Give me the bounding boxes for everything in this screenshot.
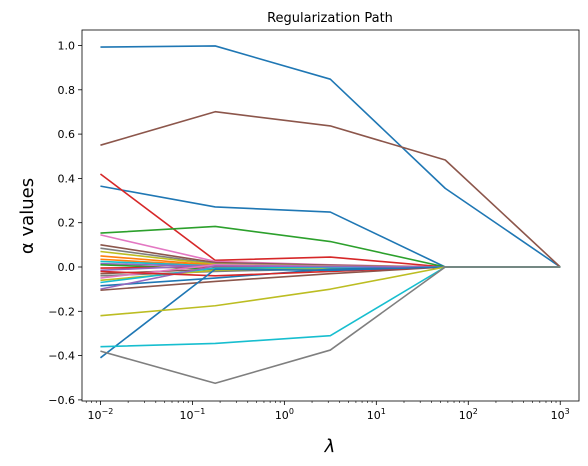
y-tick-label: 0.8: [58, 84, 76, 97]
y-tick-label: 0.2: [58, 217, 76, 230]
x-tick-label: 101: [367, 407, 386, 422]
series-line: [100, 45, 561, 268]
x-tick-label: 10−2: [88, 407, 114, 422]
series-line: [100, 266, 561, 385]
x-axis: 10−2 10−1 100 101 102 103: [85, 401, 570, 422]
x-tick-label: 103: [551, 407, 570, 422]
y-axis-label: α values: [17, 178, 38, 254]
plot-frame: [81, 29, 580, 402]
y-tick-label: 0.6: [58, 128, 76, 141]
series-lines: [99, 45, 561, 385]
x-tick-label: 10−1: [180, 407, 206, 422]
y-tick-label: 0.0: [58, 261, 76, 274]
x-tick-label: 100: [275, 407, 294, 422]
plot-area: [81, 29, 580, 402]
series-line: [100, 110, 561, 268]
series-line: [100, 266, 561, 348]
y-axis: 1.0 0.8 0.6 0.4 0.2 0.0 −0.2 −0.4 −0.6: [48, 40, 82, 407]
y-tick-label: 0.4: [58, 172, 76, 185]
x-tick-label: 102: [459, 407, 478, 422]
y-tick-label: −0.6: [48, 394, 75, 407]
x-axis-label: λ: [324, 436, 336, 457]
y-tick-label: −0.4: [48, 350, 75, 363]
y-tick-label: −0.2: [48, 305, 75, 318]
y-tick-label: 1.0: [58, 40, 76, 53]
chart-title: Regularization Path: [267, 11, 393, 26]
